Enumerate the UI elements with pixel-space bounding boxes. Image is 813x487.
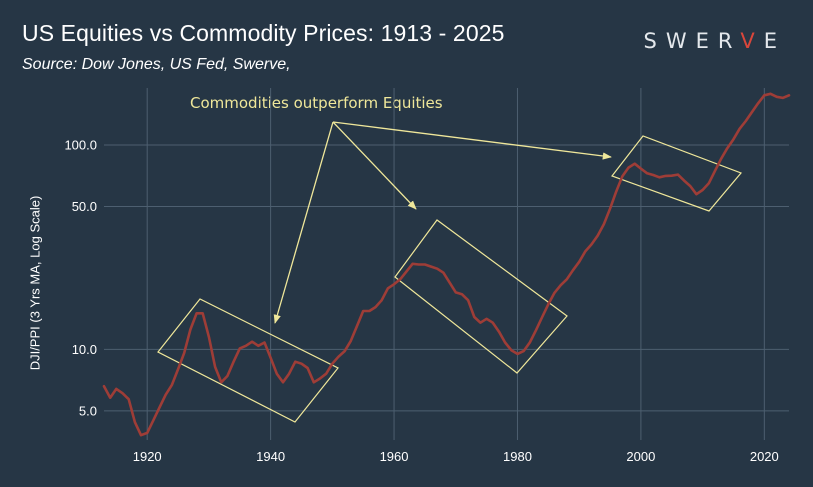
y-tick-label: 100.0 xyxy=(64,137,97,152)
series-layer xyxy=(102,92,791,437)
y-tick-label: 10.0 xyxy=(72,342,97,357)
annotation-label: Commodities outperform Equities xyxy=(190,94,443,112)
x-tick-label: 1980 xyxy=(503,449,532,464)
x-tick-label: 2000 xyxy=(626,449,655,464)
annotation-arrow-2 xyxy=(332,121,417,210)
x-tick-label: 1960 xyxy=(380,449,409,464)
x-tick-label: 1920 xyxy=(133,449,162,464)
logo-accent-v: V xyxy=(740,29,764,53)
chart-subtitle: Source: Dow Jones, US Fed, Swerve, xyxy=(22,56,291,73)
tick-labels: 1920 1940 1960 1980 2000 2020 5.0 10.0 50.0 100.0 xyxy=(64,137,778,464)
highlight-box-1 xyxy=(157,298,339,423)
annotation-arrows xyxy=(273,121,612,324)
series-line-dji-ppi xyxy=(102,92,791,437)
x-tick-label: 1940 xyxy=(256,449,285,464)
highlight-boxes xyxy=(157,135,743,423)
y-tick-label: 50.0 xyxy=(72,199,97,214)
swerve-logo: SWERVE xyxy=(644,29,786,53)
logo-part-3: E xyxy=(763,29,786,53)
annotation-arrow-1 xyxy=(273,121,334,324)
annotation-arrow-3 xyxy=(332,121,612,160)
highlight-box-3 xyxy=(611,135,743,212)
chart-title: US Equities vs Commodity Prices: 1913 - … xyxy=(22,20,505,46)
x-tick-label: 2020 xyxy=(750,449,779,464)
logo-part-1: SWER xyxy=(643,29,741,53)
y-tick-label: 5.0 xyxy=(79,403,97,418)
highlight-box-2 xyxy=(394,219,568,374)
gridlines xyxy=(104,88,789,440)
